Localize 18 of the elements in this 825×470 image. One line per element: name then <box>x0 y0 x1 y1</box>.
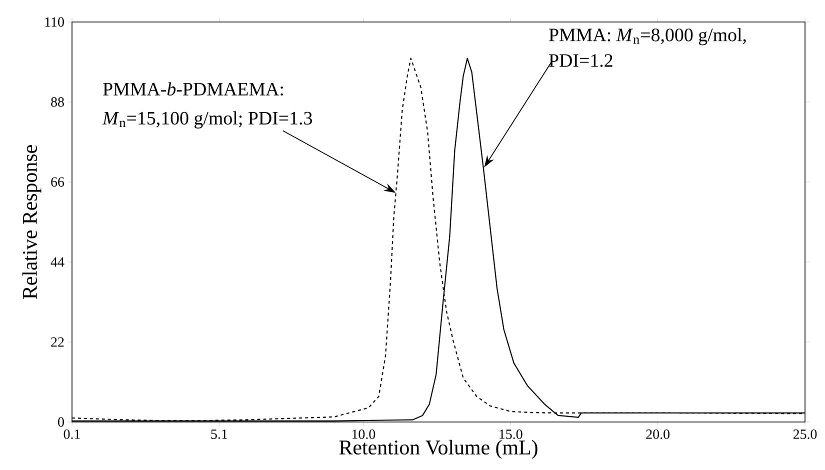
x-tick-label: 20.0 <box>646 430 670 439</box>
x-tick-label: 15.0 <box>500 430 522 439</box>
y-tick-label: 88 <box>51 97 64 107</box>
annotation: PMMA-b-PDMAEMA: <box>103 82 283 96</box>
x-tick-label: 5.1 <box>211 430 228 439</box>
y-axis-title: Relative Response <box>22 145 42 299</box>
y-tick-label: 44 <box>50 257 64 267</box>
y-tick-label: 66 <box>51 177 64 187</box>
annotation: PMMA: M$_{n}$=8,000 g/mol, <box>549 28 746 46</box>
x-tick-label: 10.0 <box>352 430 376 439</box>
x-tick-label: 25.0 <box>793 430 817 439</box>
annotation: M$_{n}$=15,100 g/mol; PDI=1.3 <box>102 111 312 128</box>
y-tick-label: 0 <box>58 417 64 427</box>
y-tick-label: 22 <box>51 337 64 347</box>
x-axis-title: Retention Volume (mL) <box>339 440 538 459</box>
annotation: PDI=1.2 <box>549 54 612 67</box>
y-tick-label: 110 <box>45 17 64 27</box>
x-tick-label: 0.1 <box>64 430 80 439</box>
